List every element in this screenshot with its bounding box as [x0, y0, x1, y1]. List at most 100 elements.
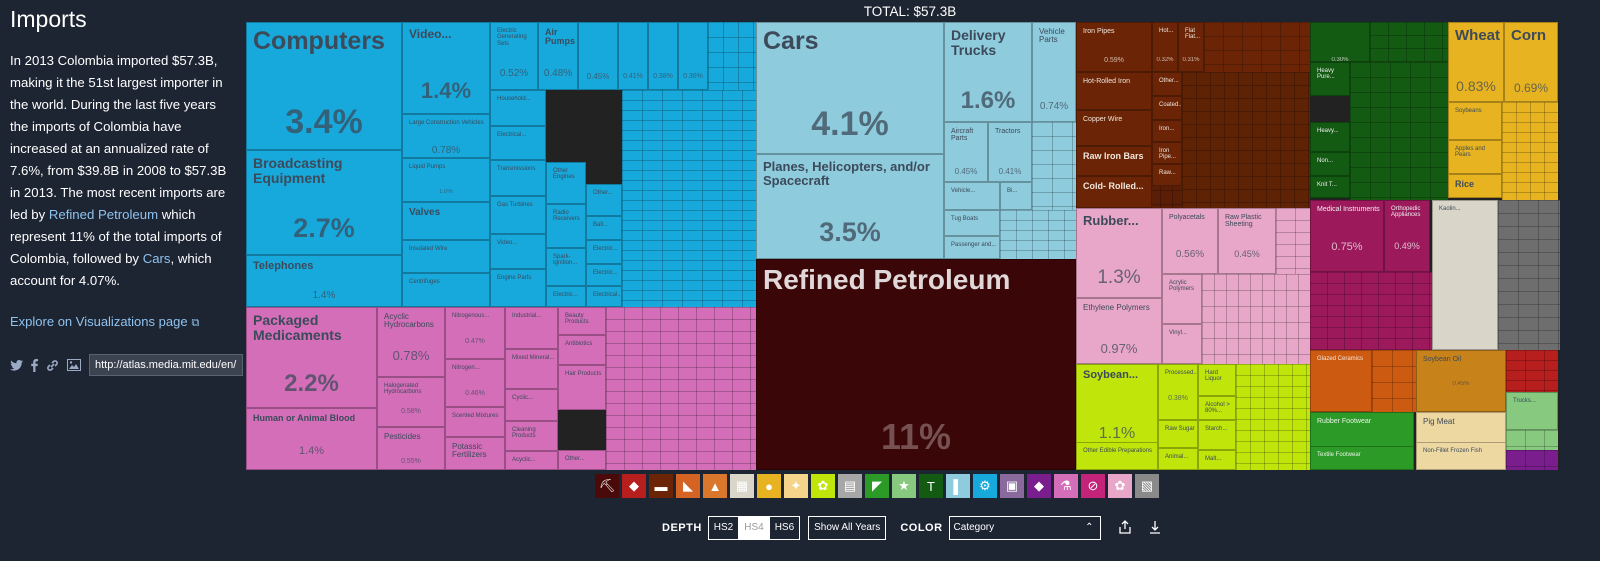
treemap-tile-antibiotics[interactable]: Antibiotics [558, 335, 606, 365]
treemap-tile-raw-sugar[interactable]: Raw Sugar [1158, 420, 1198, 448]
treemap-tile-heavy-pure[interactable]: Heavy Pure... [1310, 62, 1350, 96]
category-filter-icon[interactable]: ▧ [1135, 474, 1159, 498]
category-filter-icon[interactable]: ▌ [946, 474, 970, 498]
treemap-tile-human-blood[interactable]: Human or Animal Blood 1.4% [246, 408, 377, 470]
treemap-tile-acrylic[interactable]: Acrylic Polymers [1162, 274, 1202, 324]
treemap-tile-orthopedic[interactable]: Orthopedic Appliances 0.49% [1384, 200, 1430, 272]
treemap-tile-household[interactable]: Household... [490, 90, 546, 126]
treemap-tile-electric-c[interactable]: Electric... [586, 240, 622, 264]
category-filter-icon[interactable]: ◆ [1027, 474, 1051, 498]
treemap-tile-raw-iron-bars[interactable]: Raw Iron Bars [1076, 146, 1152, 176]
category-filter-icon[interactable]: ▬ [649, 474, 673, 498]
treemap-tile-mixed-mineral[interactable]: Mixed Mineral... [505, 349, 558, 389]
treemap-tile-electric-gen[interactable]: Electric Generating Sets 0.52% [490, 22, 538, 90]
treemap-tile-flat-flat[interactable]: Flat Flat... 0.31% [1178, 22, 1204, 72]
depth-hs6-button[interactable]: HS6 [774, 522, 795, 533]
share-url-field[interactable]: http://atlas.media.mit.edu/en/ [89, 354, 243, 376]
category-filter-icon[interactable]: ◆ [622, 474, 646, 498]
treemap-tile-wheat[interactable]: Wheat 0.83% [1448, 22, 1504, 102]
category-filter-icon[interactable]: ◤ [865, 474, 889, 498]
treemap-tile-planes[interactable]: Planes, Helicopters, and/or Spacecraft 3.… [756, 154, 944, 259]
treemap-tile-video2[interactable]: Video... [490, 234, 546, 269]
explore-link[interactable]: Explore on Visualizations page ⧉ [10, 314, 199, 330]
treemap-tile-other-edible[interactable]: Other Edible Preparations [1076, 442, 1158, 470]
link-icon[interactable] [46, 359, 59, 372]
treemap-minor-products[interactable] [606, 307, 756, 470]
treemap-tile-raw-b[interactable]: Raw... [1152, 164, 1182, 186]
treemap-tile-corn[interactable]: Corn 0.69% [1504, 22, 1558, 102]
treemap-tile-halogenated[interactable]: Halogenated Hydrocarbons 0.58% [377, 377, 445, 427]
treemap-tile-starch[interactable]: Starch... [1198, 420, 1236, 450]
cars-link[interactable]: Cars [142, 251, 171, 266]
treemap-minor-products[interactable] [1502, 102, 1558, 200]
treemap-tile-iron-pipe2[interactable]: Iron Pipe... [1152, 142, 1182, 164]
category-filter-icon[interactable]: ⚙ [973, 474, 997, 498]
treemap-tile-other-p[interactable]: Other... [558, 450, 606, 470]
treemap-tile-vinyl[interactable]: Vinyl... [1162, 324, 1202, 364]
category-filter-icon[interactable]: ✿ [1108, 474, 1132, 498]
treemap-tile-m2[interactable]: 0.41% [618, 22, 648, 90]
depth-hs4-button[interactable]: HS4 [739, 517, 770, 539]
treemap-tile-iron-b[interactable]: Iron... [1152, 120, 1182, 142]
treemap-tile-aircraft-parts[interactable]: Aircraft Parts 0.45% [944, 122, 988, 182]
treemap-tile-industrial[interactable]: Industrial... [505, 307, 558, 349]
treemap-tile-m1[interactable]: 0.45% [578, 22, 618, 90]
treemap-tile-radio-receivers[interactable]: Radio Receivers [546, 204, 586, 248]
category-filter-icon[interactable]: ◣ [676, 474, 700, 498]
treemap-tile-transmissions[interactable]: Transmissions [490, 160, 546, 196]
treemap-tile-apples[interactable]: Apples and Pears [1448, 140, 1502, 174]
category-filter-icon[interactable]: ⚗ [1054, 474, 1078, 498]
treemap-minor-products[interactable] [622, 90, 756, 307]
treemap-tile-animal[interactable]: Animal... [1158, 448, 1198, 470]
treemap-tile-other-b[interactable]: Other... [586, 184, 622, 216]
treemap-tile-soybeans[interactable]: Soybeans [1448, 102, 1502, 140]
treemap-tile-air-pumps[interactable]: Air Pumps 0.48% [538, 22, 578, 90]
treemap-minor-products[interactable] [1506, 430, 1558, 450]
treemap-tile-processed[interactable]: Processed... 0.38% [1158, 364, 1198, 420]
category-filter-icon[interactable]: ✦ [784, 474, 808, 498]
treemap-tile-passenger[interactable]: Passenger and... [944, 236, 1000, 259]
treemap-tile-hair-products[interactable]: Hair Products [558, 365, 606, 410]
treemap-tile-copper-wire[interactable]: Copper Wire [1076, 110, 1152, 146]
treemap-minor-products[interactable] [1498, 200, 1560, 350]
facebook-icon[interactable] [31, 358, 38, 372]
treemap-tile-other-engines[interactable]: Other Engines [546, 162, 586, 204]
treemap-tile-delivery-trucks[interactable]: Delivery Trucks 1.6% [944, 22, 1032, 122]
treemap-tile-refined-petroleum[interactable]: Refined Petroleum 11% [756, 259, 1076, 470]
treemap-minor-products[interactable] [1182, 72, 1310, 208]
treemap-tile-non[interactable]: Non... [1310, 152, 1350, 176]
treemap-minor-products[interactable] [1236, 364, 1310, 470]
treemap-tile-telephones[interactable]: Telephones 1.4% [246, 255, 402, 307]
treemap-tile-coated[interactable]: Coated... [1152, 96, 1182, 120]
treemap-minor-products[interactable] [1310, 272, 1432, 350]
image-icon[interactable] [67, 359, 81, 371]
treemap-tile-electrical-e[interactable]: Electrical... [586, 286, 622, 307]
treemap-tile-electric-d[interactable]: Electric... [586, 264, 622, 286]
treemap-tile-m3[interactable]: 0.38% [648, 22, 678, 90]
category-filter-icon[interactable]: ▤ [838, 474, 862, 498]
treemap-tile-iron-pipes[interactable]: Iron Pipes 0.59% [1076, 22, 1152, 72]
treemap-tile-large-construction[interactable]: Large Construction Vehicles 0.78% [402, 114, 490, 158]
twitter-icon[interactable] [10, 359, 23, 371]
category-filter-icon[interactable]: ★ [892, 474, 916, 498]
color-select[interactable]: Category ⌃ [948, 516, 1101, 540]
treemap-tile-m4[interactable]: 0.36% [678, 22, 708, 90]
treemap-tile-textile-footwear[interactable]: Textile Footwear [1310, 446, 1414, 470]
treemap-tile-nitrogenous[interactable]: Nitrogenous... 0.47% [445, 307, 505, 359]
treemap-tile-beauty[interactable]: Beauty Products [558, 307, 606, 335]
treemap-tile-acyclic2[interactable]: Acyclic... [505, 451, 558, 470]
treemap-tile-ethylene[interactable]: Ethylene Polymers 0.97% [1076, 298, 1162, 364]
treemap-minor-products[interactable] [1506, 450, 1558, 470]
treemap-tile-liquid-pumps[interactable]: Liquid Pumps 1.0% [402, 158, 490, 202]
treemap-tile-pesticides[interactable]: Pesticides 0.55% [377, 427, 445, 470]
treemap-tile-cars[interactable]: Cars 4.1% [756, 22, 944, 154]
treemap-tile-acyclic-hydro[interactable]: Acyclic Hydrocarbons 0.78% [377, 307, 445, 377]
treemap-tile-medical[interactable]: Medical Instruments 0.75% [1310, 200, 1384, 272]
treemap-tile-soybean-oil[interactable]: Soybean Oil 0.45% [1416, 350, 1506, 412]
download-icon[interactable] [1149, 520, 1161, 537]
treemap-tile-rice[interactable]: Rice [1448, 174, 1502, 198]
share-icon[interactable] [1118, 519, 1131, 537]
treemap-tile-vehicle-parts[interactable]: Vehicle Parts 0.74% [1032, 22, 1076, 122]
treemap-tile-other-m[interactable]: Other... [1152, 72, 1182, 96]
treemap-tile-rubber[interactable]: Rubber... 1.3% [1076, 208, 1162, 298]
